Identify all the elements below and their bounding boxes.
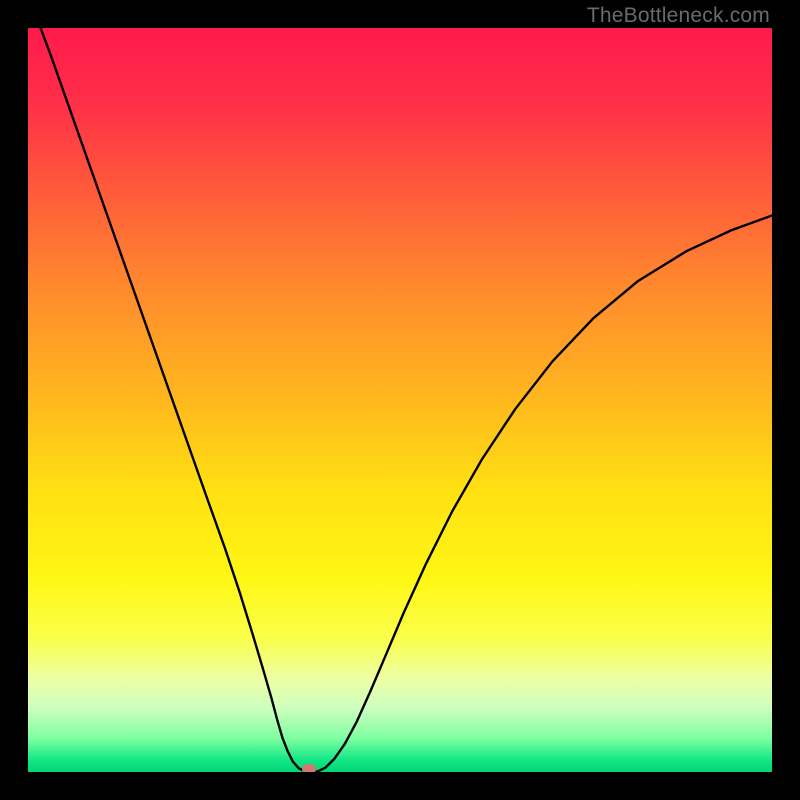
curve-minimum-marker (302, 764, 316, 772)
plot-area (28, 28, 772, 772)
chart-frame: TheBottleneck.com (0, 0, 800, 800)
bottleneck-curve (28, 28, 772, 772)
watermark-text: TheBottleneck.com (587, 4, 770, 28)
